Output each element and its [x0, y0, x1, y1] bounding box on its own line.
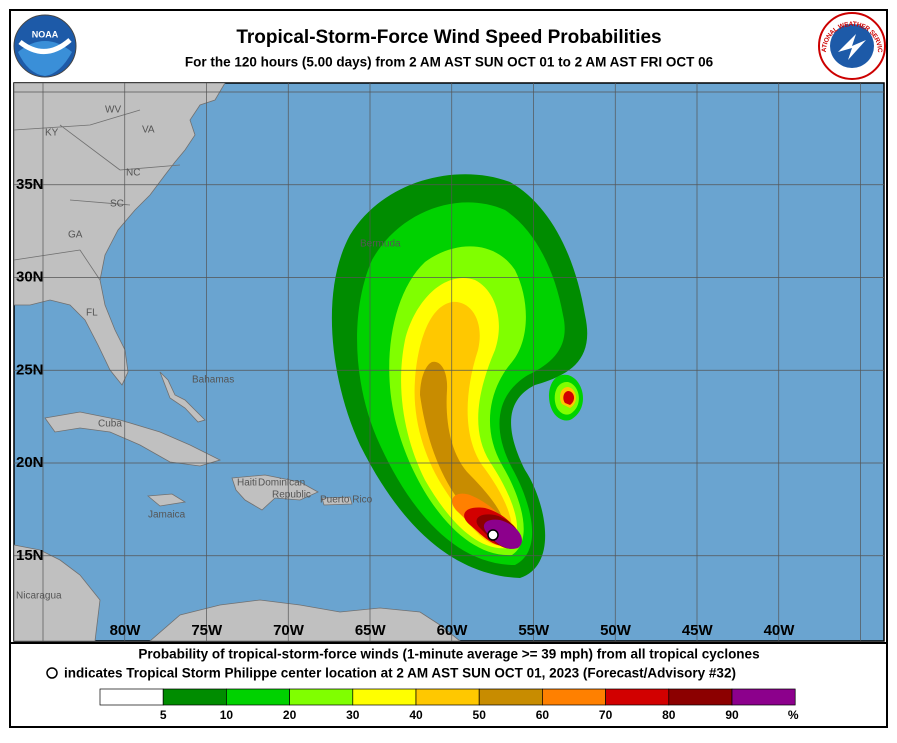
place-label: Bermuda — [360, 239, 401, 250]
place-label: Nicaragua — [16, 591, 62, 602]
legend-swatch — [226, 688, 290, 706]
legend-swatch — [668, 688, 733, 706]
center-symbol — [46, 667, 58, 679]
legend-label: 60 — [536, 708, 550, 722]
footer-line2: indicates Tropical Storm Philippe center… — [64, 666, 736, 681]
hispaniola — [231, 474, 319, 511]
legend-label: 10 — [220, 708, 234, 722]
lat-label: 20N — [16, 454, 44, 471]
legend-swatch — [415, 688, 480, 706]
place-label: Republic — [272, 490, 311, 501]
place-label: Cuba — [98, 419, 122, 430]
place-label: VA — [142, 125, 155, 136]
probability-band — [420, 361, 506, 541]
storm-center — [487, 529, 499, 541]
lat-label: 35N — [16, 176, 44, 193]
legend-swatch — [289, 688, 354, 706]
cuba — [44, 411, 222, 467]
jamaica — [146, 493, 187, 507]
place-label: NC — [126, 168, 140, 179]
lon-label: 70W — [273, 622, 305, 639]
graticule — [14, 83, 884, 641]
probability-band — [483, 519, 522, 549]
probability-band — [563, 391, 575, 405]
lon-label: 80W — [110, 622, 142, 639]
lat-label: 25N — [16, 361, 44, 378]
place-label: FL — [86, 308, 98, 319]
place-labels: KY WV VA NC SC GA FL Bermuda Bahamas Cub… — [16, 105, 401, 602]
legend-label: 40 — [409, 708, 423, 722]
legend-swatch — [731, 688, 796, 706]
place-label: Puerto Rico — [320, 495, 373, 506]
lon-label: 60W — [437, 622, 469, 639]
subtitle: For the 120 hours (5.00 days) from 2 AM … — [185, 55, 714, 70]
lat-label: 15N — [16, 547, 44, 564]
lon-label: 65W — [355, 622, 387, 639]
legend-label: 90 — [725, 708, 739, 722]
legend-swatch — [99, 688, 164, 706]
place-label: GA — [68, 230, 83, 241]
probability-contours — [331, 174, 588, 579]
noaa-text: NOAA — [32, 29, 59, 39]
legend-swatch — [542, 688, 606, 706]
title: Tropical-Storm-Force Wind Speed Probabil… — [236, 27, 661, 48]
legend-swatch — [352, 688, 417, 706]
footer-line1: Probability of tropical-storm-force wind… — [138, 647, 759, 662]
legend-label: 70 — [599, 708, 613, 722]
lon-label: 40W — [764, 622, 796, 639]
legend-label: 30 — [346, 708, 360, 722]
noaa-logo: NOAA — [13, 14, 77, 78]
legend-label: 80 — [662, 708, 676, 722]
place-label: WV — [105, 105, 121, 116]
probability-band — [414, 301, 512, 546]
place-label: Bahamas — [192, 375, 234, 386]
map: KY WV VA NC SC GA FL Bermuda Bahamas Cub… — [13, 82, 885, 642]
legend: 5 10 20 30 40 50 60 70 80 90% — [99, 688, 799, 722]
puerto-rico — [321, 496, 353, 506]
lat-label: 30N — [16, 269, 44, 286]
legend-label: 20 — [283, 708, 297, 722]
lon-label: 55W — [518, 622, 550, 639]
lon-label: 50W — [600, 622, 632, 639]
place-label: Dominican — [258, 478, 305, 489]
legend-swatch — [605, 688, 670, 706]
place-label: KY — [45, 128, 59, 139]
legend-unit: % — [788, 708, 799, 722]
axis-labels: 35N 30N 25N 20N 15N 80W 75W 70W 65W 60W 55W 50W 45W 4… — [16, 176, 795, 639]
legend-label: 50 — [473, 708, 487, 722]
place-label: SC — [110, 199, 124, 210]
legend-swatch — [478, 688, 543, 706]
lon-label: 75W — [191, 622, 223, 639]
place-label: Haiti — [237, 478, 257, 489]
lon-label: 45W — [682, 622, 714, 639]
legend-swatch — [162, 688, 227, 706]
place-label: Jamaica — [148, 510, 186, 521]
bahamas — [159, 371, 206, 423]
legend-label: 5 — [160, 708, 167, 722]
